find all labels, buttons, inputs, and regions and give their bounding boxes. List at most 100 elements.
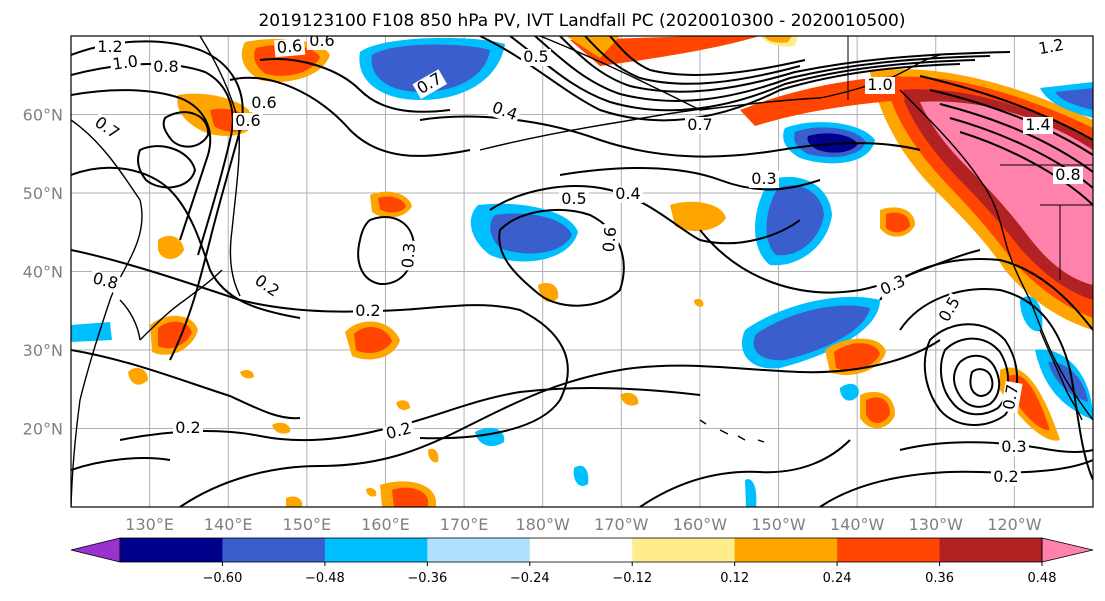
contour-label: 0.4 (615, 184, 640, 203)
contour-label-bg (109, 53, 142, 75)
contour-label: 0.2 (993, 467, 1018, 486)
colorbar-tick-label: 0.24 (823, 571, 852, 586)
coast-kamchatka (199, 36, 241, 297)
contour-label: 0.3 (398, 242, 419, 269)
lon-tick-label: 180°W (516, 515, 571, 534)
lon-tick-label: 160°E (361, 515, 410, 534)
lon-tick-label: 150°E (283, 515, 332, 534)
colorbar-segment (837, 538, 941, 562)
contour-label-bg (600, 223, 621, 256)
colorbar-segment (222, 538, 326, 562)
contour-label-bg (749, 171, 779, 188)
contour-label-bg (307, 36, 337, 50)
colorbar-tick-label: −0.48 (305, 571, 345, 586)
contour-label-bg (89, 112, 124, 144)
colorbar-segment (324, 538, 428, 562)
colorbar-frame (119, 537, 1043, 563)
contour-label: 0.6 (309, 31, 334, 50)
lon-tick-label: 120°W (987, 515, 1042, 534)
contour-label: 0.5 (561, 189, 586, 208)
colorbar-tick-label: 0.48 (1028, 571, 1057, 586)
contour-label: 0.2 (355, 301, 380, 320)
contour-label: 1.0 (111, 51, 139, 73)
contour-label-bg (173, 420, 203, 437)
colorbar-segment (427, 538, 531, 562)
contour-label-bg (935, 292, 965, 327)
colorbar-segment (734, 538, 838, 562)
figure-title: 2019123100 F108 850 hPa PV, IVT Landfall… (258, 11, 905, 31)
contour-label: 1.0 (867, 75, 892, 94)
map-frame (70, 35, 1094, 508)
contour-label: 0.2 (175, 418, 200, 437)
contour-label: 0.6 (251, 93, 276, 112)
lon-tick-label: 150°W (751, 515, 806, 534)
lon-tick-label: 130°W (909, 515, 964, 534)
contour-label-bg (1000, 380, 1023, 414)
contour-label: 0.7 (687, 115, 712, 134)
lon-tick-label: 170°E (440, 515, 489, 534)
coast-alaska (539, 36, 941, 111)
pos-anomaly-alaska-band (740, 76, 905, 126)
lon-axis-labels: 130°E 140°E 150°E 160°E 170°E 180°W 170°W 160°W… (125, 515, 1041, 534)
contour-label-bg (249, 95, 279, 112)
contour-label: 1.2 (1037, 35, 1065, 58)
colorbar-tick-label: −0.36 (407, 571, 447, 586)
contour-label: 0.6 (276, 36, 303, 57)
contour-label-bg (249, 270, 284, 302)
contour-label-bg (88, 269, 122, 294)
coast-bc (899, 89, 1006, 241)
contour-label: 0.8 (153, 57, 178, 76)
contour-label-bg (353, 303, 383, 320)
coast-korea (119, 299, 141, 341)
contour-label-bg (991, 469, 1021, 486)
colorbar-extend-high (1041, 537, 1094, 563)
coast-japan (139, 269, 223, 341)
contour-label-bg (95, 39, 125, 56)
contour-label: 0.7 (999, 383, 1022, 411)
contour-label-bg (865, 77, 895, 94)
coast-state-lines (847, 36, 1093, 280)
contour-label: 1.2 (97, 37, 122, 56)
contour-label-bg (233, 113, 263, 130)
colorbar-segment (939, 538, 1043, 562)
contour-label-bg (399, 239, 420, 272)
map-panel: 1.21.0 0.80.70.6 0.60.70.50.40.70.60.60.8 0… (23, 31, 1094, 534)
contour-label-bg (1053, 167, 1083, 184)
contour-label-bg (685, 117, 715, 134)
lon-tick-label: 160°W (673, 515, 728, 534)
contour-label-bg (521, 49, 551, 66)
lon-tick-label: 130°E (125, 515, 174, 534)
contour-label: 0.6 (235, 111, 260, 130)
pos-anomaly-nw-america-max (920, 101, 1093, 285)
colorbar-segment (529, 538, 633, 562)
contour-label-bg (875, 271, 911, 300)
colorbar-segment (120, 538, 223, 562)
coast-us-west (1004, 239, 1093, 421)
colorbar: −0.60 −0.48 −0.36 −0.24 −0.12 0.12 0.24 0.36 0.4… (70, 537, 1094, 586)
lon-tick-label: 140°W (830, 515, 885, 534)
contour-label-bg (382, 419, 416, 444)
contour-label-bg (1034, 36, 1068, 59)
colorbar-tick-label: −0.60 (203, 571, 243, 586)
contour-label: 0.3 (751, 169, 776, 188)
contour-label: 0.8 (1055, 165, 1080, 184)
colorbar-tick-label: −0.12 (612, 571, 652, 586)
colorbar-extend-low (70, 537, 121, 563)
colorbar-tick-label: −0.24 (510, 571, 550, 586)
contour-label: 0.3 (1001, 437, 1026, 456)
contour-label-bg (487, 98, 522, 125)
pc-shading (71, 36, 1093, 507)
contour-label-bg (613, 186, 643, 203)
contour-label-bg (559, 191, 589, 208)
contour-label-bg (999, 439, 1029, 456)
lat-tick-label: 30°N (23, 341, 63, 360)
coast-asia-mainland (71, 119, 143, 507)
lon-tick-label: 140°E (204, 515, 253, 534)
coast-hawaii (699, 419, 765, 443)
lat-tick-label: 40°N (23, 263, 63, 282)
contour-label-bg (273, 37, 306, 58)
contour-label: 1.4 (1025, 115, 1050, 134)
lat-tick-label: 20°N (23, 420, 63, 439)
lon-tick-label: 170°W (594, 515, 649, 534)
